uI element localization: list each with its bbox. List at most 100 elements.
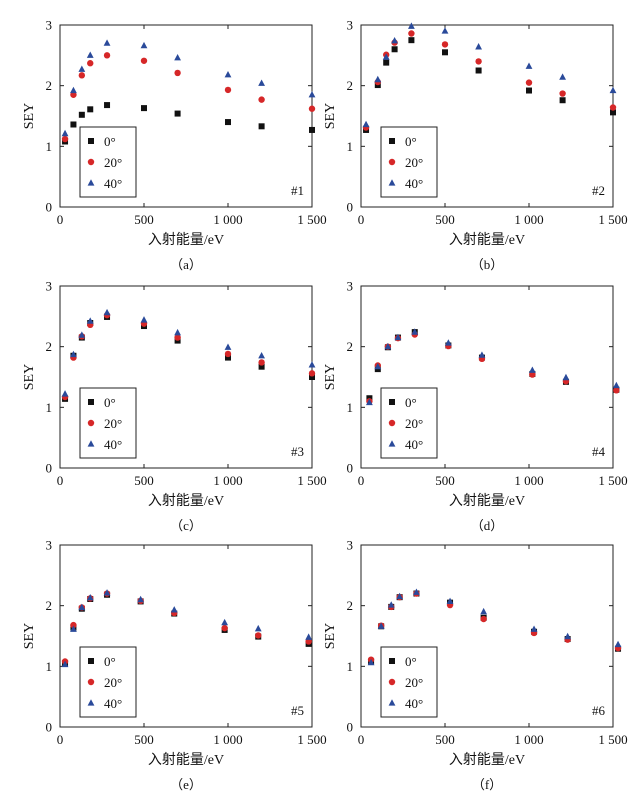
x-tick-label: 500 bbox=[435, 732, 455, 747]
data-point-triangle bbox=[61, 129, 69, 137]
data-point-triangle bbox=[382, 53, 390, 60]
legend-marker bbox=[87, 699, 95, 706]
data-point-triangle bbox=[413, 588, 420, 595]
chart-panel-f: 0 500 1 000 1 500 0 1 2 3 入射能量/eV SEY 0° 20° 40° #6 （f… bbox=[323, 538, 628, 793]
y-tick-label: 2 bbox=[347, 78, 354, 93]
data-point-triangle bbox=[614, 640, 622, 648]
sample-tag: #2 bbox=[592, 183, 605, 198]
data-point-circle bbox=[87, 60, 94, 67]
data-point-circle bbox=[221, 624, 228, 632]
data-point-circle bbox=[308, 105, 316, 112]
y-tick-label: 2 bbox=[46, 598, 53, 613]
y-tick-label: 0 bbox=[46, 720, 53, 735]
chart-panel-a: 0 500 1 000 1 500 0 1 2 3 入射能量/eV SEY 0° 20° 40° #1 （a… bbox=[22, 18, 327, 273]
panel-caption: （f） bbox=[472, 777, 502, 792]
data-point-square bbox=[309, 126, 315, 133]
data-point-circle bbox=[255, 632, 262, 639]
legend-marker bbox=[87, 678, 95, 686]
data-point-circle bbox=[174, 334, 181, 341]
legend-entry: 20° bbox=[104, 416, 122, 431]
data-point-circle bbox=[70, 621, 77, 629]
data-point-triangle bbox=[384, 342, 392, 350]
data-point-triangle bbox=[140, 316, 148, 323]
x-axis-label: 入射能量/eV bbox=[449, 752, 525, 768]
x-tick-label: 1 500 bbox=[598, 473, 627, 488]
legend-entry: 0° bbox=[405, 134, 417, 149]
data-point-circle bbox=[441, 41, 449, 48]
data-point-square bbox=[104, 102, 111, 109]
x-axis-label: 入射能量/eV bbox=[148, 232, 224, 248]
data-point-triangle bbox=[308, 90, 316, 98]
legend-entry: 0° bbox=[104, 134, 116, 149]
data-point-triangle bbox=[86, 593, 94, 601]
y-tick-label: 0 bbox=[347, 461, 354, 476]
panel-caption: （d） bbox=[471, 518, 504, 533]
data-point-triangle bbox=[258, 351, 265, 359]
x-tick-label: 500 bbox=[435, 212, 455, 227]
data-point-triangle bbox=[612, 381, 620, 389]
x-tick-label: 0 bbox=[358, 473, 365, 488]
x-tick-label: 500 bbox=[134, 732, 154, 747]
legend-marker bbox=[87, 419, 95, 427]
data-point-triangle bbox=[396, 592, 404, 600]
legend-marker bbox=[388, 440, 396, 447]
data-point-circle bbox=[224, 86, 232, 94]
data-point-square bbox=[78, 111, 85, 118]
x-tick-label: 1 500 bbox=[297, 212, 326, 227]
data-point-square bbox=[87, 106, 94, 113]
x-tick-label: 0 bbox=[57, 473, 64, 488]
data-point-triangle bbox=[78, 331, 86, 338]
data-point-triangle bbox=[387, 601, 395, 608]
data-point-square bbox=[258, 123, 265, 130]
y-tick-label: 1 bbox=[347, 139, 354, 154]
x-axis-label: 入射能量/eV bbox=[148, 752, 224, 768]
data-point-square bbox=[309, 374, 315, 380]
legend-entry: 20° bbox=[405, 155, 423, 170]
sample-tag: #3 bbox=[291, 444, 304, 459]
y-tick-label: 2 bbox=[347, 598, 354, 613]
data-point-square bbox=[408, 37, 415, 44]
data-point-triangle bbox=[86, 317, 94, 324]
data-point-triangle bbox=[103, 308, 111, 316]
x-tick-label: 1 000 bbox=[213, 732, 242, 747]
plot-frame bbox=[360, 285, 614, 469]
data-point-triangle bbox=[562, 373, 570, 381]
panel-caption: （c） bbox=[170, 518, 202, 533]
data-point-circle bbox=[103, 52, 111, 59]
data-point-triangle bbox=[609, 86, 617, 94]
x-tick-label: 1 000 bbox=[514, 212, 543, 227]
x-tick-label: 0 bbox=[57, 732, 64, 747]
data-point-circle bbox=[525, 79, 533, 86]
y-tick-label: 2 bbox=[347, 339, 354, 354]
x-axis-label: 入射能量/eV bbox=[449, 232, 525, 248]
x-tick-label: 1 000 bbox=[213, 473, 242, 488]
y-axis-label: SEY bbox=[323, 623, 338, 649]
data-point-circle bbox=[559, 90, 566, 97]
y-axis-label: SEY bbox=[323, 103, 338, 129]
y-tick-label: 2 bbox=[46, 339, 53, 354]
legend-marker bbox=[388, 158, 396, 166]
data-point-square bbox=[258, 363, 265, 370]
y-tick-label: 0 bbox=[347, 200, 354, 215]
data-point-triangle bbox=[374, 75, 382, 83]
data-point-circle bbox=[174, 69, 181, 77]
legend-marker bbox=[88, 138, 94, 144]
y-tick-label: 3 bbox=[347, 538, 354, 553]
data-point-square bbox=[141, 105, 147, 112]
data-point-circle bbox=[224, 350, 232, 358]
data-point-triangle bbox=[478, 351, 486, 358]
data-point-circle bbox=[480, 615, 487, 623]
y-tick-label: 0 bbox=[46, 461, 53, 476]
y-tick-label: 3 bbox=[347, 279, 354, 294]
y-tick-label: 3 bbox=[347, 18, 354, 33]
y-axis-label: SEY bbox=[323, 364, 338, 390]
plot-frame bbox=[59, 544, 313, 728]
data-point-square bbox=[383, 59, 390, 66]
data-point-triangle bbox=[564, 632, 572, 640]
y-tick-label: 3 bbox=[46, 538, 53, 553]
panel-caption: （a） bbox=[170, 257, 202, 272]
legend-entry: 20° bbox=[104, 675, 122, 690]
data-point-triangle bbox=[258, 79, 265, 86]
y-tick-label: 0 bbox=[347, 720, 354, 735]
legend-marker bbox=[389, 138, 395, 144]
